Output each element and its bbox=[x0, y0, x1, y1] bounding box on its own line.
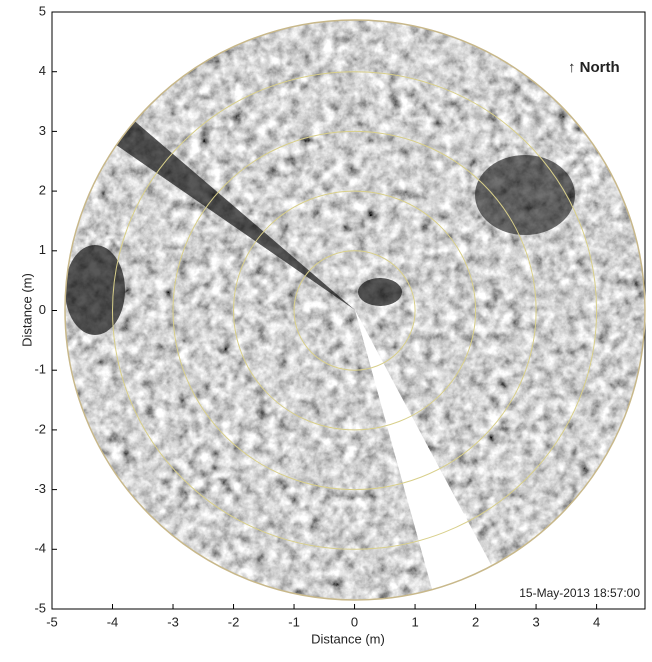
x-tick-label: -5 bbox=[46, 614, 58, 629]
x-tick-label: 4 bbox=[593, 614, 600, 629]
range-ring bbox=[233, 190, 477, 431]
y-tick-label: 1 bbox=[39, 242, 46, 257]
y-tick-label: -2 bbox=[34, 421, 46, 436]
y-tick-label: 2 bbox=[39, 183, 46, 198]
disk-border bbox=[64, 19, 646, 601]
sonar-image bbox=[65, 20, 645, 600]
timestamp: 15-May-2013 18:57:00 bbox=[519, 586, 640, 600]
x-tick-label: 2 bbox=[472, 614, 479, 629]
x-tick-label: 3 bbox=[532, 614, 539, 629]
y-tick-label: 0 bbox=[39, 302, 46, 317]
range-ring bbox=[172, 130, 537, 491]
y-tick-label: 4 bbox=[39, 63, 46, 78]
x-tick-label: -4 bbox=[107, 614, 119, 629]
north-indicator: ↑ North bbox=[568, 59, 620, 76]
x-tick-label: -2 bbox=[228, 614, 240, 629]
range-ring bbox=[293, 250, 416, 371]
range-ring bbox=[112, 71, 598, 550]
x-tick-label: 0 bbox=[351, 614, 358, 629]
y-tick-label: -5 bbox=[34, 600, 46, 615]
y-axis-label: Distance (m) bbox=[19, 273, 34, 347]
y-tick-label: -4 bbox=[34, 541, 46, 556]
y-tick-label: -3 bbox=[34, 481, 46, 496]
y-tick-label: 5 bbox=[39, 3, 46, 18]
x-tick-label: 1 bbox=[411, 614, 418, 629]
x-tick-label: -1 bbox=[288, 614, 300, 629]
y-tick-label: 3 bbox=[39, 123, 46, 138]
x-tick-label: -3 bbox=[167, 614, 179, 629]
y-tick-label: -1 bbox=[34, 362, 46, 377]
x-axis-label: Distance (m) bbox=[311, 631, 385, 646]
